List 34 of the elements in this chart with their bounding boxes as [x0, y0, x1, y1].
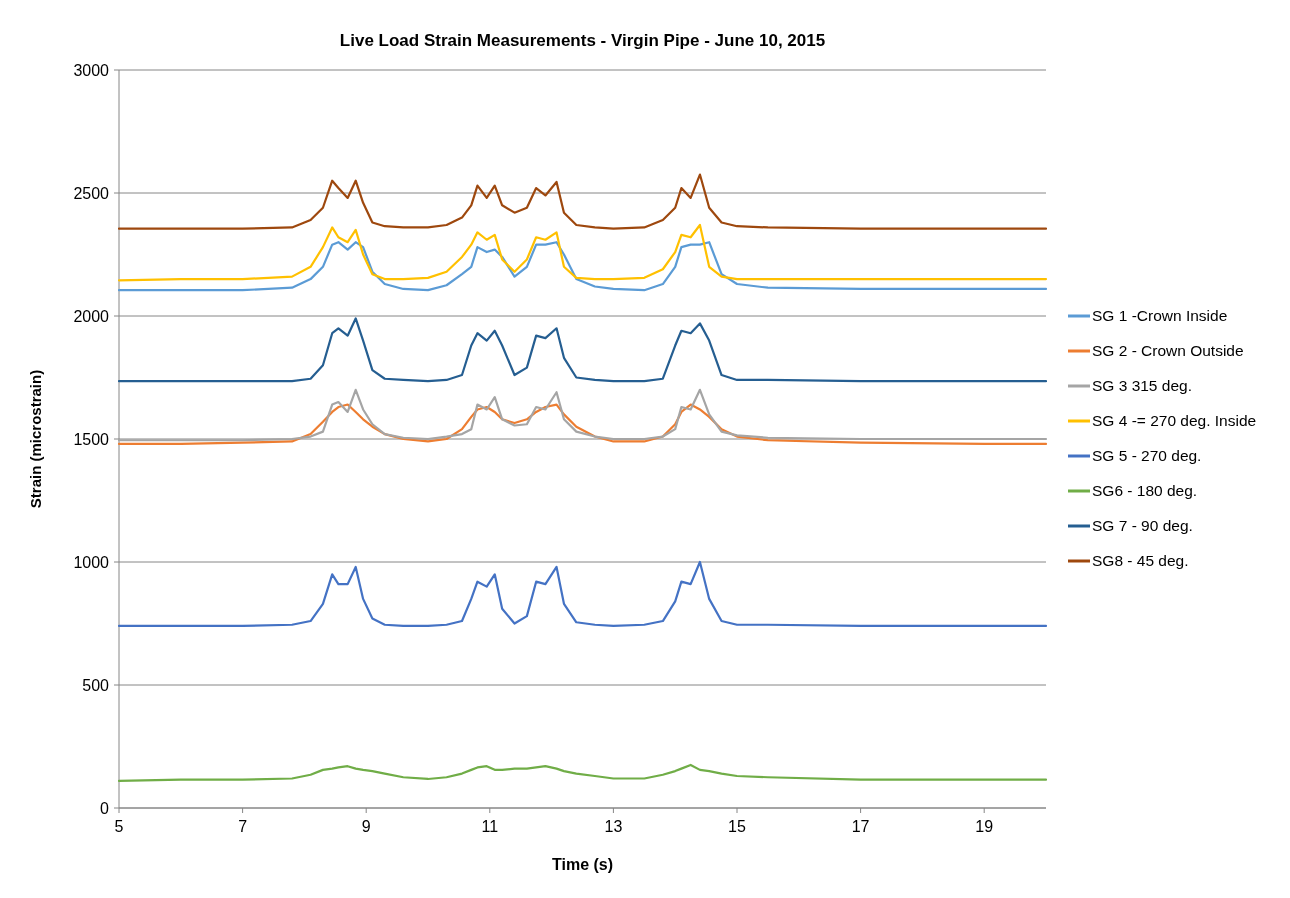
x-axis-title: Time (s)	[551, 856, 614, 873]
line-series	[117, 560, 1048, 628]
legend-label: SG 4 -= 270 deg. Inside	[1092, 412, 1257, 430]
y-tick-label: 0	[100, 799, 110, 817]
line-series	[117, 403, 1048, 446]
y-tick-label: 1500	[73, 430, 110, 448]
legend-label: SG 5 - 270 deg.	[1092, 447, 1202, 465]
y-tick-label: 2000	[73, 307, 110, 325]
x-tick-label: 19	[975, 818, 994, 835]
line-series	[117, 763, 1048, 783]
x-tick-label: 13	[604, 818, 623, 835]
y-axis-title: Strain (microstrain)	[27, 369, 44, 509]
y-tick-label: 1000	[73, 553, 110, 571]
line-series	[117, 173, 1048, 230]
chart-title: Live Load Strain Measurements - Virgin Pipe - June 10, 2015	[339, 31, 826, 50]
legend-label: SG 1 -Crown Inside	[1092, 307, 1228, 325]
y-tick-label: 3000	[73, 61, 110, 79]
line-series	[117, 241, 1048, 292]
x-tick-label: 5	[114, 818, 124, 835]
line-series	[117, 388, 1048, 442]
y-tick-label: 2500	[73, 184, 110, 202]
legend-label: SG 3 315 deg.	[1092, 377, 1192, 395]
line-series	[117, 317, 1048, 383]
legend-label: SG 2 - Crown Outside	[1092, 342, 1244, 360]
legend-label: SG6 - 180 deg.	[1092, 482, 1198, 500]
x-tick-label: 15	[728, 818, 746, 835]
x-tick-label: 17	[851, 818, 870, 835]
line-series	[117, 223, 1048, 282]
y-tick-label: 500	[82, 676, 110, 694]
x-tick-label: 11	[481, 818, 499, 835]
legend-label: SG8 - 45 deg.	[1092, 552, 1189, 570]
x-tick-label: 9	[361, 818, 371, 835]
x-tick-label: 7	[238, 818, 248, 835]
legend-label: SG 7 - 90 deg.	[1092, 517, 1193, 535]
